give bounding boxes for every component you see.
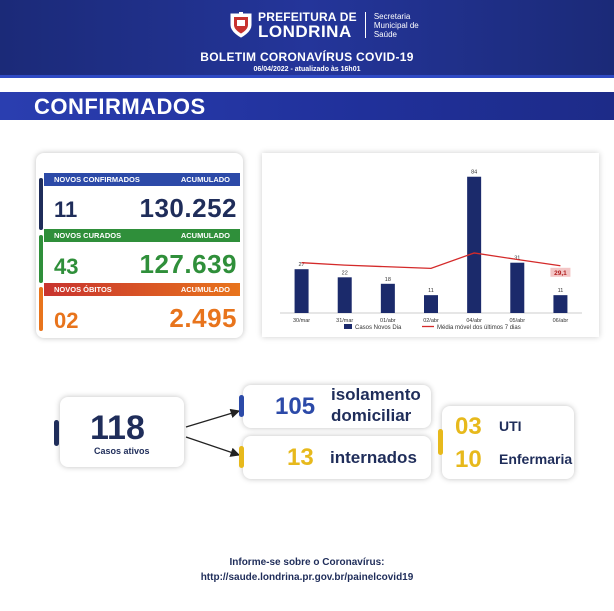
x-tick-5: 05/abr (509, 318, 525, 324)
x-tick-2: 01/abr (380, 318, 396, 324)
stats-card: NOVOS CONFIRMADOS ACUMULADO 11 130.252 N… (36, 153, 243, 338)
x-tick-1: 31/mar (336, 318, 353, 324)
isolation-box: 105 isolamento domiciliar (243, 385, 431, 428)
ward-value: 10 (455, 446, 482, 473)
arrow-to-isolation (185, 408, 241, 428)
confirmed-new-value: 11 (54, 197, 78, 222)
footer-link[interactable]: http://saude.londrina.pr.gov.br/painelco… (200, 572, 414, 583)
brand-line-1: PREFEITURA DE (258, 9, 357, 24)
bar-2 (380, 283, 395, 313)
bar-label-2: 18 (385, 277, 391, 283)
cured-acc-label: ACUMULADO (180, 231, 230, 240)
x-tick-4: 04/abr (466, 318, 482, 324)
confirmed-band: NOVOS CONFIRMADOS ACUMULADO (44, 173, 240, 186)
flow-arrows (185, 408, 241, 457)
bar-3 (424, 295, 438, 313)
chart-card: 27 30/mar 22 31/mar 18 01/abr 11 02/abr 84 04/abr… (262, 153, 599, 337)
hospital-breakdown-box: 03 UTI 10 Enfermaria (442, 406, 574, 479)
ward-label: Enfermaria (499, 451, 573, 467)
hospitalized-accent (239, 446, 244, 468)
cases-chart: 27 30/mar 22 31/mar 18 01/abr 11 02/abr 84 04/abr… (280, 170, 582, 331)
moving-average-end-badge (550, 267, 571, 277)
confirmed-accent (39, 178, 43, 230)
cured-total-value: 127.639 (139, 249, 237, 279)
bar-5 (510, 262, 525, 313)
deaths-accent (39, 287, 43, 331)
bar-4 (467, 176, 482, 313)
bar-label-6: 11 (558, 288, 564, 294)
x-tick-6: 06/abr (553, 318, 569, 324)
city-crest-icon (230, 12, 252, 38)
uti-value: 03 (455, 413, 482, 440)
x-tick-0: 30/mar (293, 318, 310, 324)
legend-bar-swatch (344, 324, 352, 329)
brand-logo: PREFEITURA DE LONDRINA Secretaria Munici… (228, 10, 424, 40)
section-bar: CONFIRMADOS (0, 92, 614, 120)
bar-label-0: 27 (299, 262, 305, 268)
deaths-acc-label: ACUMULADO (180, 285, 230, 294)
isolation-value: 105 (275, 393, 316, 420)
deaths-new-value: 02 (54, 308, 79, 333)
cured-accent (39, 235, 43, 283)
deaths-label: NOVOS ÓBITOS (54, 285, 112, 294)
bar-label-3: 11 (428, 288, 434, 294)
confirmed-label: NOVOS CONFIRMADOS (54, 175, 140, 184)
arrow-to-hospitalized (185, 436, 241, 457)
isolation-accent (239, 395, 244, 417)
bar-label-5: 31 (514, 256, 520, 262)
deaths-total-value: 2.495 (169, 303, 237, 333)
active-cases-value: 118 (90, 409, 145, 447)
bar-label-1: 22 (342, 270, 348, 276)
deaths-band: NOVOS ÓBITOS ACUMULADO (44, 283, 240, 296)
hospital-breakdown-accent (438, 429, 443, 455)
hospitalized-value: 13 (287, 444, 314, 471)
moving-average-end-label: 29,1 (554, 270, 567, 277)
brand-divider (364, 12, 366, 38)
section-title: CONFIRMADOS (34, 94, 206, 119)
active-cases-card: 118 Casos ativos (60, 397, 184, 467)
bulletin-date: 06/04/2022 - atualizado às 16h01 (253, 66, 361, 73)
bar-6 (553, 295, 568, 313)
confirmed-acc-label: ACUMULADO (180, 175, 230, 184)
cured-band: NOVOS CURADOS ACUMULADO (44, 229, 240, 242)
hospitalized-box: 13 internados (243, 436, 431, 479)
bulletin-title: BOLETIM CORONAVÍRUS COVID-19 (200, 50, 414, 64)
bar-label-4: 84 (471, 170, 477, 176)
x-tick-3: 02/abr (423, 318, 439, 324)
header-banner: PREFEITURA DE LONDRINA Secretaria Munici… (0, 0, 614, 78)
brand-line-2: LONDRINA (258, 21, 352, 41)
footer-info: Informe-se sobre o Coronavírus: (229, 557, 385, 568)
isolation-label-2: domiciliar (331, 406, 412, 425)
uti-label: UTI (499, 418, 522, 434)
isolation-label-1: isolamento (331, 385, 421, 404)
confirmed-total-value: 130.252 (139, 193, 237, 223)
active-cases-label: Casos ativos (94, 446, 150, 456)
cured-new-value: 43 (54, 254, 79, 279)
active-cases-accent (54, 420, 59, 446)
legend-line-label: Média móvel dos últimos 7 dias (437, 325, 521, 331)
bar-0 (294, 269, 309, 313)
brand-subtitle: Secretaria Municipal de Saúde (373, 11, 419, 39)
cured-label: NOVOS CURADOS (54, 231, 122, 240)
hospitalized-label: internados (330, 448, 417, 467)
moving-average-line (301, 252, 561, 270)
bar-1 (337, 277, 352, 313)
legend-bar-label: Casos Novos Dia (355, 325, 402, 331)
